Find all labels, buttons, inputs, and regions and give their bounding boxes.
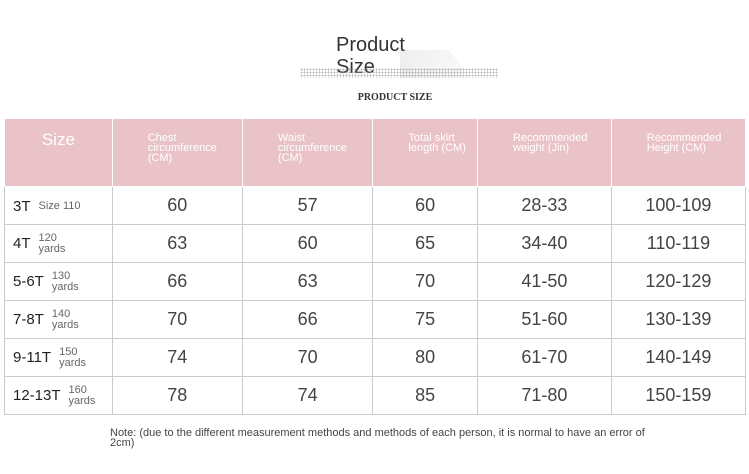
value-cell: 51-60 — [476, 300, 612, 339]
size-table: Size Chest circumference (CM) Waist circum… — [4, 118, 747, 415]
value-cell: 57 — [241, 186, 374, 225]
value-cell: 80 — [372, 338, 478, 377]
size-sub-line: yards — [59, 356, 86, 369]
size-sub: 130 yards — [51, 269, 79, 293]
value-cell: 70 — [111, 300, 243, 339]
size-sub-line: yards — [51, 280, 79, 293]
size-sub-line: yards — [68, 394, 96, 407]
value-cell: 110-119 — [610, 224, 747, 263]
size-sub-line: yards — [51, 318, 79, 331]
column-header: Total skirt length (CM) — [372, 118, 478, 187]
size-sub: Size 110 — [38, 199, 81, 212]
value-cell: 100-109 — [610, 186, 747, 225]
subtitle: PRODUCT SIZE — [357, 92, 433, 103]
value-cell: 34-40 — [476, 224, 612, 263]
size-label: 12-13T — [13, 387, 61, 405]
value-cell: 60 — [241, 224, 374, 263]
size-row: 12-13T 160 yards 78 74 85 71-80 150-159 — [4, 376, 747, 415]
value-cell: 75 — [372, 300, 478, 339]
value-cell: 140-149 — [610, 338, 747, 377]
size-cell: 7-8T 140 yards — [4, 300, 113, 339]
value-cell: 70 — [372, 262, 478, 301]
value-cell: 150-159 — [610, 376, 747, 415]
value-cell: 61-70 — [476, 338, 612, 377]
size-sub-line: 120 — [38, 231, 57, 244]
value-cell: 41-50 — [476, 262, 612, 301]
column-header: Size — [4, 118, 113, 187]
size-row: 4T 120 yards 63 60 65 34-40 110-119 — [4, 224, 747, 263]
value-cell: 78 — [111, 376, 243, 415]
header-row: Size Chest circumference (CM) Waist circum… — [4, 118, 747, 187]
dots-decoration — [300, 68, 498, 78]
value-cell: 74 — [241, 376, 374, 415]
size-label: 4T — [13, 235, 31, 253]
value-cell: 71-80 — [476, 376, 612, 415]
value-cell: 120-129 — [610, 262, 747, 301]
value-cell: 60 — [111, 186, 243, 225]
size-sub-line: yards — [38, 242, 66, 255]
value-cell: 66 — [241, 300, 374, 339]
value-cell: 60 — [372, 186, 478, 225]
size-sub-line: 140 — [51, 307, 71, 320]
size-sub: 140 yards — [51, 307, 79, 331]
size-row: 5-6T 130 yards 66 63 70 41-50 120-129 — [4, 262, 747, 301]
size-sub: 120 yards — [38, 231, 66, 255]
value-cell: 130-139 — [610, 300, 747, 339]
size-sub: 150 yards — [59, 345, 86, 369]
value-cell: 74 — [111, 338, 243, 377]
size-cell: 12-13T 160 yards — [4, 376, 113, 415]
size-label: 9-11T — [13, 349, 52, 367]
size-sub-line: 160 — [68, 383, 87, 396]
size-label: 5-6T — [13, 273, 44, 291]
size-sub-line: 150 — [59, 345, 78, 358]
size-row: 3T Size 110 60 57 60 28-33 100-109 — [4, 186, 747, 225]
size-cell: 5-6T 130 yards — [4, 262, 113, 301]
size-cell: 9-11T 150 yards — [4, 338, 113, 377]
size-cell: 3T Size 110 — [4, 186, 113, 225]
note: Note: (due to the different measurement … — [110, 427, 645, 449]
value-cell: 66 — [111, 262, 243, 301]
size-sub-line: Size 110 — [38, 199, 81, 212]
size-sub: 160 yards — [68, 383, 96, 407]
size-sub-line: 130 — [51, 269, 71, 282]
column-header: Waist circumference (CM) — [241, 118, 374, 187]
value-cell: 65 — [372, 224, 478, 263]
value-cell: 28-33 — [476, 186, 612, 225]
column-header: Chest circumference (CM) — [111, 118, 243, 187]
size-label: 3T — [13, 197, 31, 215]
column-header: Recommended Height (CM) — [610, 118, 747, 187]
value-cell: 70 — [241, 338, 374, 377]
value-cell: 63 — [111, 224, 243, 263]
size-label: 7-8T — [13, 311, 44, 329]
value-cell: 63 — [241, 262, 374, 301]
size-row: 9-11T 150 yards 74 70 80 61-70 140-149 — [4, 338, 747, 377]
value-cell: 85 — [372, 376, 478, 415]
size-row: 7-8T 140 yards 70 66 75 51-60 130-139 — [4, 300, 747, 339]
column-header: Recommended weight (Jin) — [476, 118, 612, 187]
size-cell: 4T 120 yards — [4, 224, 113, 263]
